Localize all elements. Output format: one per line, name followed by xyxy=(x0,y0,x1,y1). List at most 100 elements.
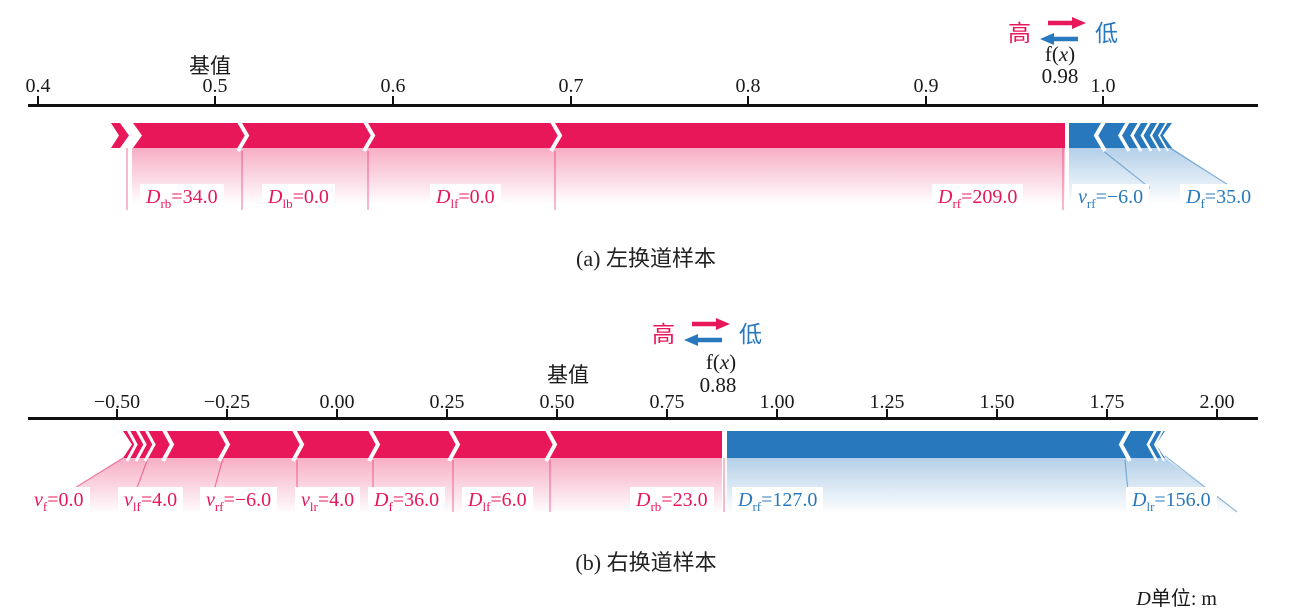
chevron-divider xyxy=(1149,119,1161,152)
blue-bar-b xyxy=(727,431,1165,458)
chevron-divider xyxy=(362,118,376,153)
axis-b-tickmark xyxy=(1106,409,1108,417)
chevron-divider xyxy=(447,427,461,462)
red-bar-a xyxy=(133,123,1065,148)
axis-b-tickmark xyxy=(336,409,338,417)
axis-b-tick: 0.50 xyxy=(539,391,575,413)
axis-a-tick: 1.0 xyxy=(1090,75,1116,97)
chevron-divider xyxy=(1140,119,1153,152)
high-low-arrows-icon xyxy=(1040,17,1086,45)
axis-b-line xyxy=(28,417,1258,420)
axis-b-tick: −0.25 xyxy=(203,391,251,413)
axis-b-tick: 0.75 xyxy=(649,391,685,413)
red-fade-a xyxy=(132,148,1065,204)
axis-a-tickmark xyxy=(925,96,927,104)
fx-value-a: 0.98 xyxy=(1041,64,1079,88)
feature-label-Dlb-a: Dlb=0.0 xyxy=(262,184,335,211)
blue-leader-lines-a xyxy=(1101,147,1234,189)
axis-a-tick: 0.9 xyxy=(913,75,939,97)
chevron-divider xyxy=(161,427,175,462)
chevron-divider xyxy=(1157,119,1169,152)
legend-low-label: 低 xyxy=(1095,21,1118,46)
chevron-divider xyxy=(549,118,563,153)
axis-a-tickmark xyxy=(1102,96,1104,104)
feature-label-Drb-b: Drb=23.0 xyxy=(630,487,714,514)
chevron-divider xyxy=(1153,427,1165,462)
base-value-label-a: 基值 xyxy=(189,54,231,78)
axis-a-tick: 0.6 xyxy=(380,75,406,97)
red-leader-lines-b xyxy=(35,457,725,513)
chevron-divider xyxy=(134,427,147,462)
chevron-divider xyxy=(143,427,156,462)
axis-a-tickmark xyxy=(570,96,572,104)
legend-high-label: 高 xyxy=(1008,21,1031,46)
feature-label-vf-b: vf=0.0 xyxy=(28,487,90,514)
axis-b-tickmark xyxy=(446,409,448,417)
axis-a-tick: 0.7 xyxy=(558,75,584,97)
axis-b-tick: 2.00 xyxy=(1199,391,1235,413)
chevron-divider xyxy=(544,427,558,462)
red-bar-b xyxy=(123,431,722,458)
axis-a-tickmark xyxy=(747,96,749,104)
feature-label-vlf-b: vlf=4.0 xyxy=(118,487,184,514)
axis-a-tick: 0.5 xyxy=(202,75,228,97)
axis-b-tick: 1.50 xyxy=(979,391,1015,413)
feature-label-Dlf-b: Dlf=6.0 xyxy=(462,487,533,514)
fx-value-b: 0.88 xyxy=(699,373,737,397)
axis-b-tickmark xyxy=(226,409,228,417)
red-bar-tail-a xyxy=(111,123,129,148)
axis-a-tick: 0.4 xyxy=(25,75,51,97)
force-bar-b xyxy=(32,427,1242,514)
feature-label-vrf-a: vrf=−6.0 xyxy=(1072,184,1150,211)
chevron-divider xyxy=(125,427,138,462)
unit-note: D单位: m xyxy=(1136,588,1217,610)
high-low-arrows-icon xyxy=(684,318,730,346)
axis-a-tickmark xyxy=(37,96,39,104)
red-leader-lines-a xyxy=(126,148,1064,210)
axis-b-tickmark xyxy=(776,409,778,417)
axis-b-tickmark xyxy=(996,409,998,417)
chevron-divider xyxy=(1117,119,1131,152)
chevron-divider xyxy=(217,427,231,462)
caption-a: (a) 左换道样本 xyxy=(576,246,716,271)
legend-b: 高 低 xyxy=(652,315,762,349)
fx-label-a: f(x) xyxy=(1044,42,1076,66)
axis-b-tick: 1.75 xyxy=(1089,391,1125,413)
chevron-divider xyxy=(236,118,250,153)
axis-a-tickmark xyxy=(392,96,394,104)
chevron-divider xyxy=(1130,119,1143,152)
chevron-divider xyxy=(1146,427,1159,462)
legend-high-label: 高 xyxy=(652,322,675,347)
feature-label-Dlf-a: Dlf=0.0 xyxy=(430,184,501,211)
feature-label-Drf-a: Drf=209.0 xyxy=(932,184,1024,211)
base-value-label-b: 基值 xyxy=(547,363,589,387)
feature-label-Df-b: Df=36.0 xyxy=(368,487,446,514)
chevron-divider xyxy=(1093,118,1107,153)
feature-label-Df-a: Df=35.0 xyxy=(1180,184,1258,211)
feature-label-Drb-a: Drb=34.0 xyxy=(140,184,224,211)
blue-fade-b xyxy=(727,458,1242,514)
axis-b-tickmark xyxy=(556,409,558,417)
legend-a: 高 低 xyxy=(1008,14,1118,48)
feature-label-vlr-b: vlr=4.0 xyxy=(295,487,361,514)
axis-b-tick: 1.25 xyxy=(869,391,905,413)
axis-b-tickmark xyxy=(886,409,888,417)
legend-low-label: 低 xyxy=(739,322,762,347)
caption-b: (b) 右换道样本 xyxy=(575,550,717,575)
axis-b-tick: −0.50 xyxy=(93,391,141,413)
feature-label-Drf-b: Drf=127.0 xyxy=(732,487,824,514)
axis-b-tickmark xyxy=(116,409,118,417)
fx-label-b: f(x) xyxy=(705,350,737,374)
axis-b-tickmark xyxy=(1216,409,1218,417)
axis-a-tickmark xyxy=(214,96,216,104)
axis-b-tick: 0.00 xyxy=(319,391,355,413)
chevron-divider xyxy=(367,427,381,462)
axis-b-tick: 0.25 xyxy=(429,391,465,413)
axis-a-line xyxy=(28,104,1258,107)
axis-b-tickmark xyxy=(666,409,668,417)
axis-b-tick: 1.00 xyxy=(759,391,795,413)
chevron-divider xyxy=(1118,427,1132,462)
feature-label-vrf-b: vrf=−6.0 xyxy=(200,487,278,514)
axis-a-tick: 0.8 xyxy=(735,75,761,97)
